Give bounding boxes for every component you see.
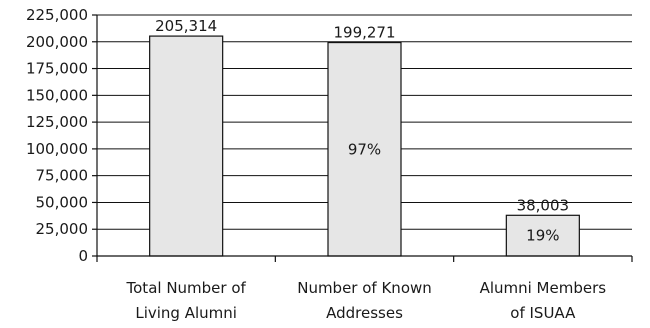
value-labels: 205,314 199,271 38,003 (155, 17, 569, 214)
bar-value-label: 205,314 (155, 17, 217, 35)
bar (149, 35, 224, 257)
y-tick-label: 75,000 (36, 167, 89, 185)
bar-value-label: 38,003 (517, 196, 570, 214)
x-category-label: of ISUAA (510, 304, 576, 322)
y-tick-label: 125,000 (26, 113, 88, 131)
bar (327, 41, 402, 257)
bar-value-label: 199,271 (333, 24, 395, 42)
x-category-label: Living Alumni (135, 304, 237, 322)
category-labels: Total Number of Living Alumni Number of Kn… (126, 279, 607, 322)
percent-labels: 97% 19% (348, 140, 560, 244)
x-category-label: Total Number of (126, 279, 247, 297)
x-category-label: Addresses (326, 304, 403, 322)
y-tick-label: 200,000 (26, 33, 88, 51)
bar-percent-label: 19% (526, 227, 559, 245)
y-tick-label: 150,000 (26, 86, 88, 104)
axes (96, 15, 633, 262)
y-tick-label: 0 (78, 247, 88, 265)
x-category-label: Alumni Members (480, 279, 607, 297)
y-axis-tick-labels: 0 25,000 50,000 75,000 100,000 125,000 150,000… (26, 6, 97, 265)
bar-percent-label: 97% (348, 140, 381, 158)
y-tick-label: 175,000 (26, 60, 88, 78)
y-tick-label: 25,000 (36, 220, 89, 238)
bars (149, 35, 580, 257)
y-tick-label: 50,000 (36, 193, 89, 211)
x-category-label: Number of Known (297, 279, 432, 297)
bar (505, 214, 580, 257)
y-tick-label: 225,000 (26, 6, 88, 24)
y-tick-label: 100,000 (26, 140, 88, 158)
